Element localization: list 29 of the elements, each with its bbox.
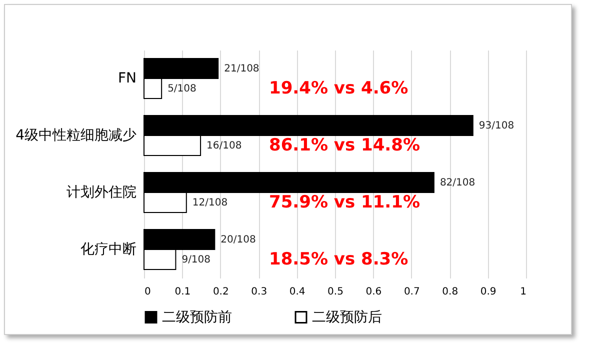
data-label: 16/108 [206,140,242,152]
x-tick-label: 0.5 [328,286,344,298]
y-tick-label: 化疗中断 [80,242,136,258]
data-label: 9/108 [182,254,211,266]
data-label: 21/108 [224,64,260,75]
legend-label: 二级预防前 [162,309,232,326]
x-tick-label: 0.2 [212,286,229,298]
annotation: 19.4% vs 4.6% [269,78,408,98]
x-tick-label: 0.3 [251,286,268,298]
data-label: 20/108 [220,234,256,246]
data-label: 12/108 [192,197,228,208]
x-tick-label: 0.8 [442,286,458,298]
x-tick-label: 0.7 [404,286,420,298]
data-label: 93/108 [478,120,514,132]
annotation: 86.1% vs 14.8% [269,136,420,156]
y-tick-label: 4级中性粒细胞减少 [16,128,136,144]
y-tick-label: 计划外住院 [66,184,136,200]
legend-label: 二级预防后 [312,309,382,326]
data-label: 5/108 [168,83,196,94]
annotation: 18.5% vs 8.3% [269,250,408,270]
x-tick-label: 0 [144,286,151,298]
data-label: 82/108 [440,178,476,189]
y-tick-label: FN [118,70,136,86]
x-tick-label: 0.9 [480,286,496,298]
x-tick-label: 0.4 [289,286,306,298]
x-tick-label: 0.6 [366,286,382,298]
annotation: 75.9% vs 11.1% [269,192,420,212]
x-tick-label: 0.1 [174,286,191,298]
x-tick-label: 1 [520,286,526,298]
